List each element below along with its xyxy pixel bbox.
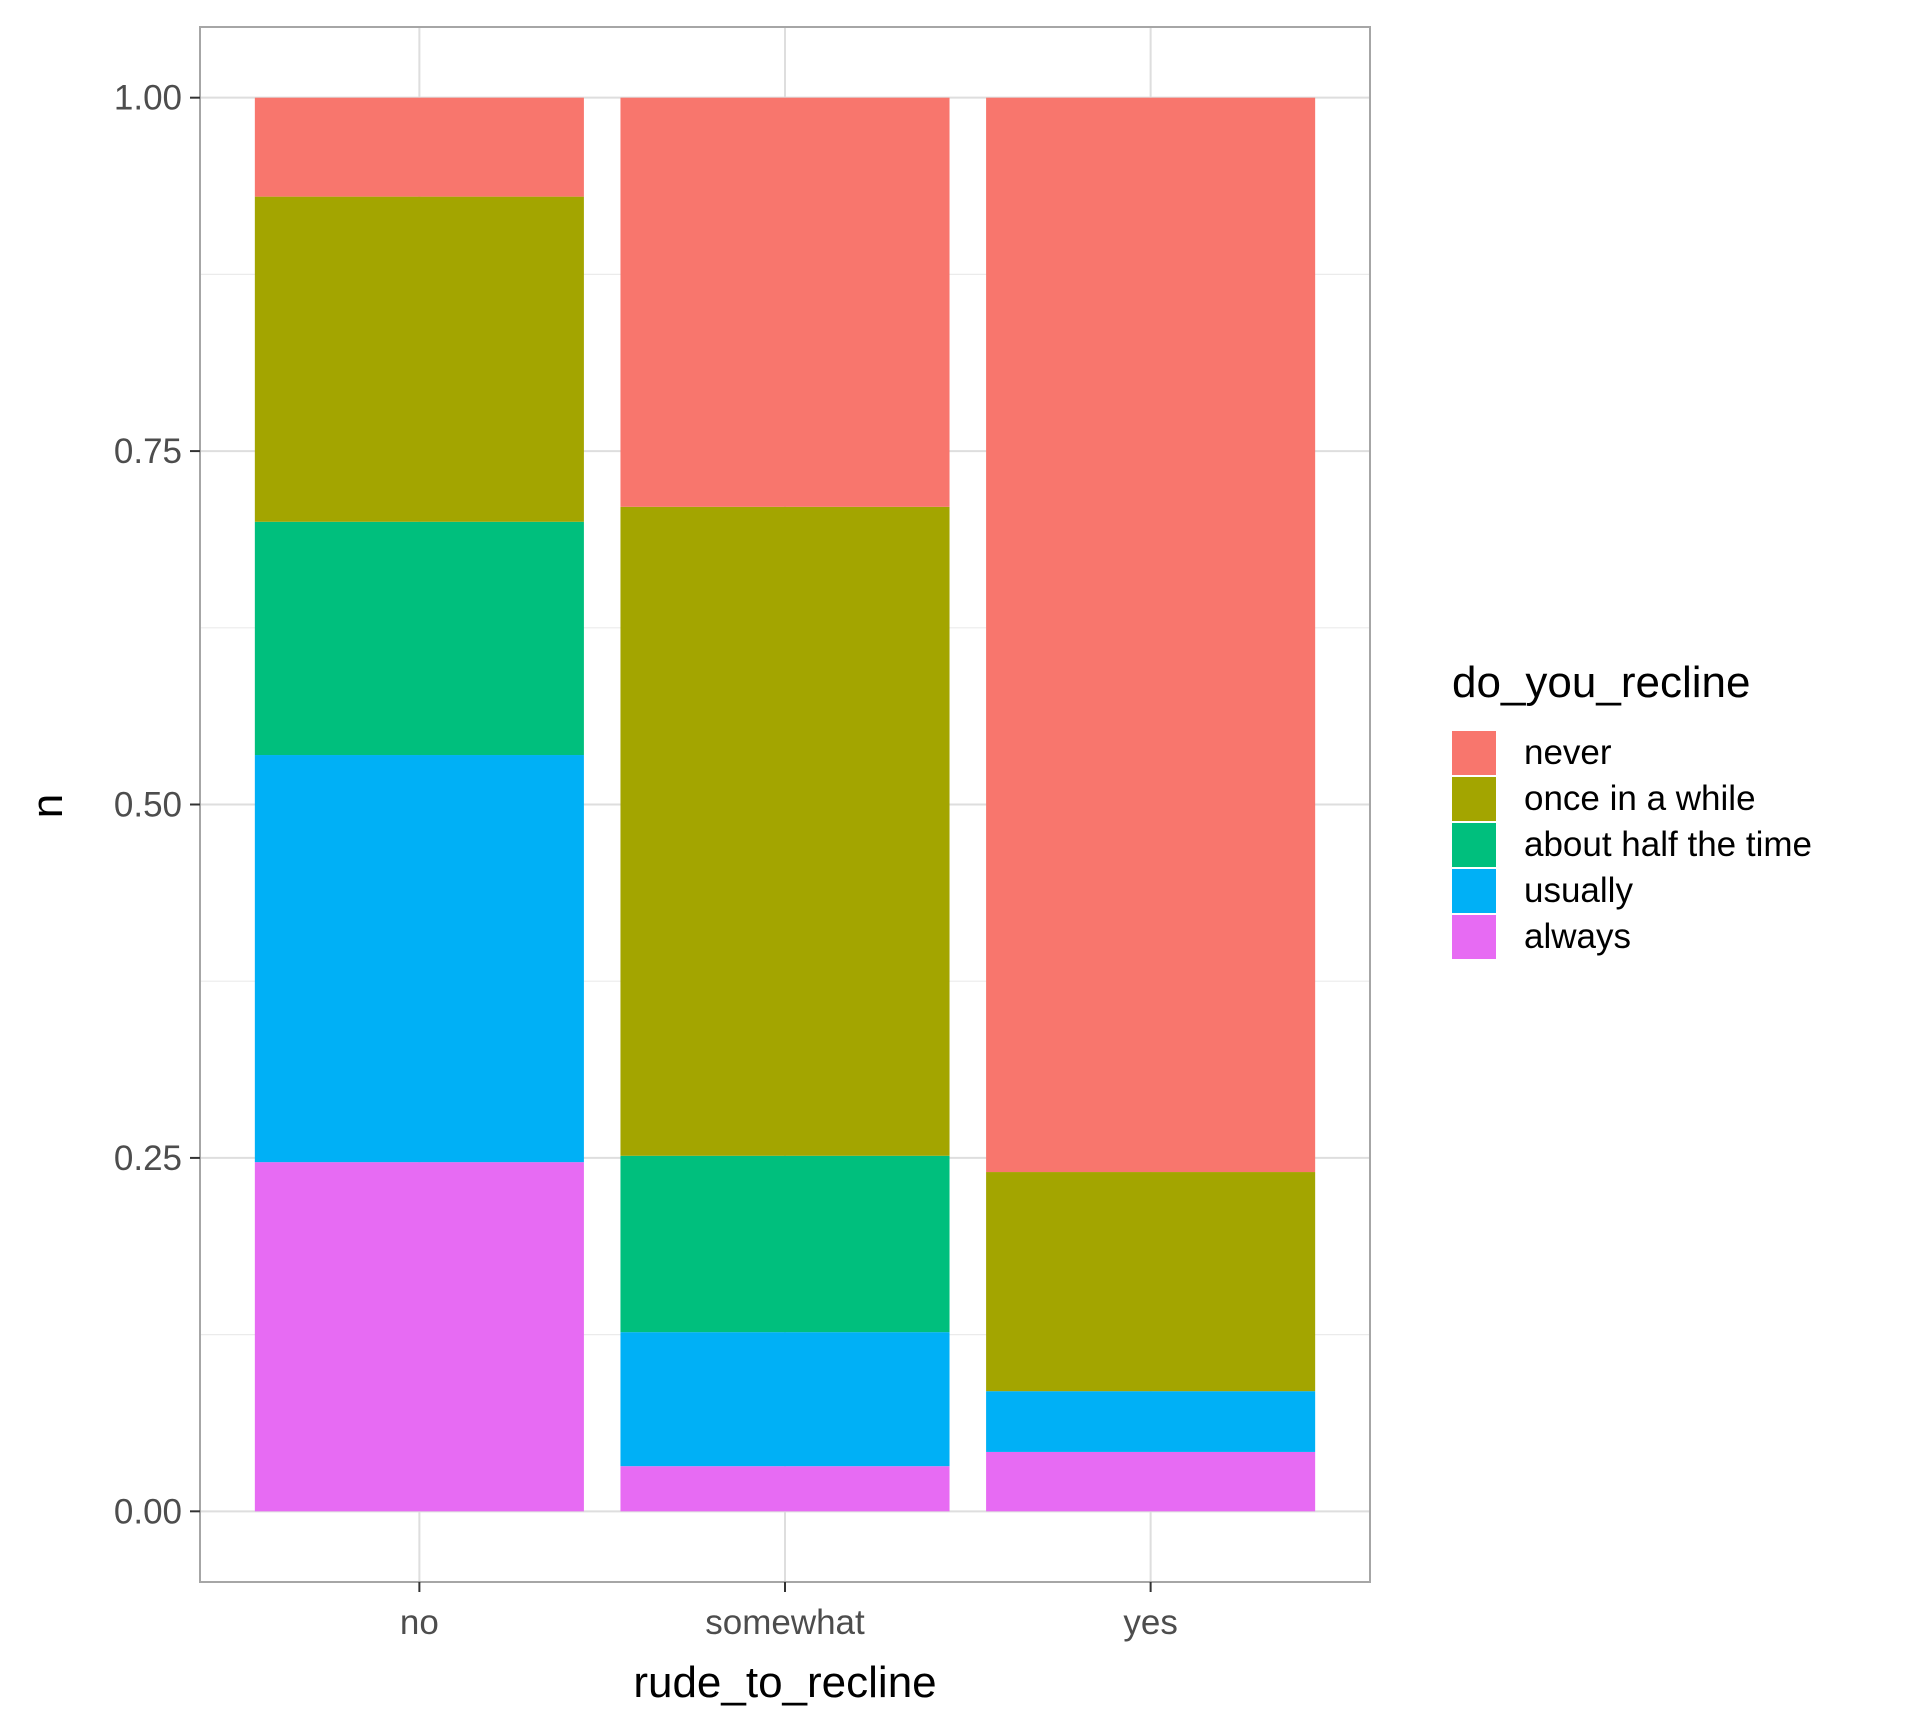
legend-key-about-half-the-time: [1452, 823, 1496, 867]
legend-label: about half the time: [1524, 825, 1812, 864]
bar-no-always: [254, 1162, 584, 1512]
x-tick-label: yes: [1123, 1603, 1177, 1642]
bar-no-never: [254, 97, 584, 197]
legend-key-usually: [1452, 869, 1496, 913]
bar-yes-never: [986, 97, 1316, 1173]
y-tick-label: 0.50: [114, 786, 182, 825]
bar-somewhat-once-in-a-while: [620, 506, 950, 1156]
y-axis-title: n: [23, 794, 72, 818]
y-tick-label: 0.75: [114, 432, 182, 471]
bar-yes-always: [986, 1451, 1316, 1512]
x-tick-label: no: [400, 1603, 439, 1642]
bar-yes-usually: [986, 1391, 1316, 1452]
legend-label: always: [1524, 917, 1631, 956]
legend: do_you_recline never once in a while about…: [1452, 658, 1812, 959]
bar-somewhat-always: [620, 1466, 950, 1512]
legend-label: usually: [1524, 871, 1633, 910]
legend-label: never: [1524, 733, 1612, 772]
legend-title: do_you_recline: [1452, 658, 1750, 707]
bar-no-once-in-a-while: [254, 196, 584, 522]
y-tick-label: 0.25: [114, 1139, 182, 1178]
x-tick-label: somewhat: [705, 1603, 865, 1642]
bar-no-usually: [254, 755, 584, 1163]
x-axis: no somewhat yes: [400, 1582, 1178, 1642]
bar-yes-once-in-a-while: [986, 1172, 1316, 1392]
bar-no-about-half-the-time: [254, 521, 584, 756]
legend-key-once-in-a-while: [1452, 777, 1496, 821]
bar-somewhat-never: [620, 97, 950, 507]
y-tick-label: 1.00: [114, 79, 182, 118]
y-tick-label: 0.00: [114, 1492, 182, 1531]
y-axis: 0.00 0.25 0.50 0.75 1.00: [114, 79, 200, 1531]
bar-somewhat-about-half-the-time: [620, 1155, 950, 1333]
bar-somewhat-usually: [620, 1332, 950, 1467]
legend-label: once in a while: [1524, 779, 1756, 818]
x-axis-title: rude_to_recline: [633, 1658, 936, 1707]
legend-key-never: [1452, 731, 1496, 775]
plot-panel: [199, 26, 1371, 1583]
legend-key-always: [1452, 915, 1496, 959]
